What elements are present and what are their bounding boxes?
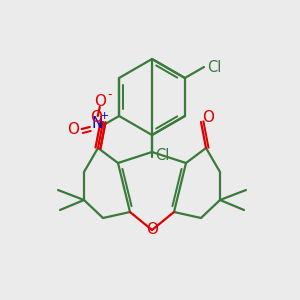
Text: +: +: [100, 111, 110, 121]
Text: O: O: [94, 94, 106, 110]
Text: N: N: [91, 116, 103, 130]
Text: O: O: [90, 110, 102, 124]
Text: Cl: Cl: [155, 148, 169, 163]
Text: Cl: Cl: [207, 61, 221, 76]
Text: -: -: [107, 88, 112, 101]
Text: O: O: [67, 122, 79, 137]
Text: O: O: [202, 110, 214, 124]
Text: O: O: [146, 223, 158, 238]
